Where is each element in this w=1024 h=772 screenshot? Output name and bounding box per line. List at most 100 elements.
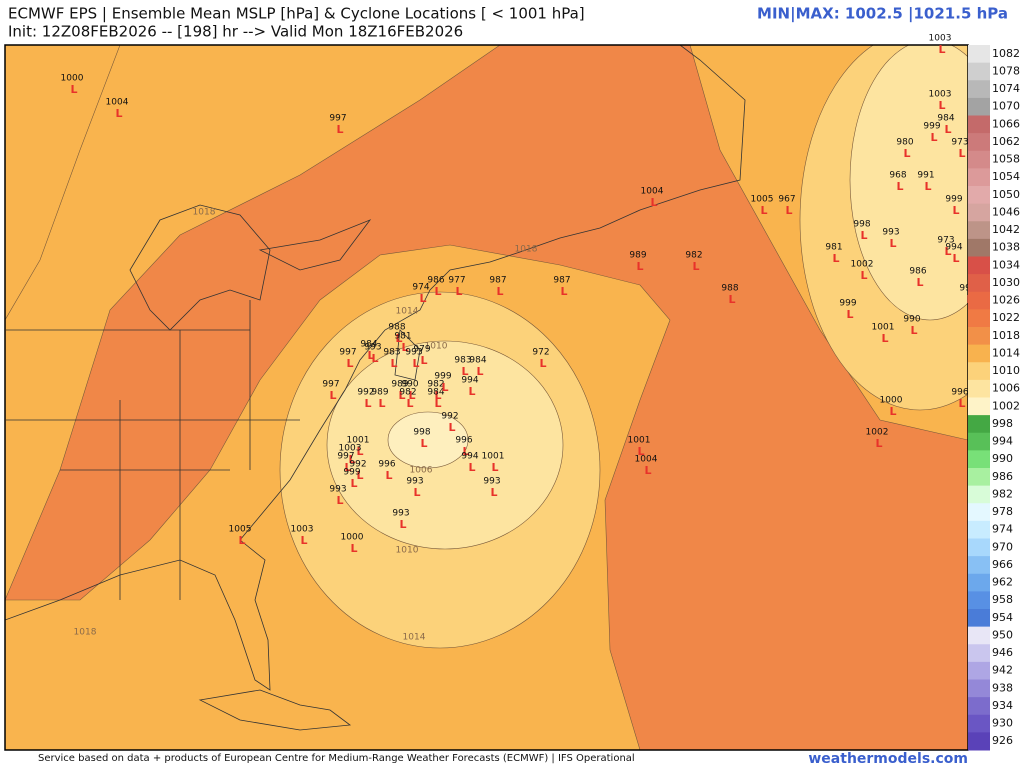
cyclone-label: 1002 — [866, 428, 889, 438]
cyclone-symbol: L — [889, 237, 896, 250]
colorbar-cell — [968, 644, 990, 663]
colorbar-cell — [968, 697, 990, 716]
colorbar-label: 1050 — [992, 188, 1020, 201]
colorbar-label: 1034 — [992, 258, 1020, 271]
colorbar-label: 1046 — [992, 205, 1020, 218]
cyclone-symbol: L — [420, 354, 427, 367]
colorbar-label: 1014 — [992, 346, 1020, 359]
cyclone-symbol: L — [356, 445, 363, 458]
cyclone-label: 988 — [388, 323, 405, 333]
colorbar-label: 998 — [992, 417, 1013, 430]
cyclone-symbol: L — [560, 285, 567, 298]
cyclone-symbol: L — [395, 332, 402, 345]
cyclone-symbol: L — [916, 276, 923, 289]
cyclone-symbol: L — [860, 269, 867, 282]
cyclone-label: 992 — [357, 388, 374, 398]
cyclone-label: 994 — [461, 452, 478, 462]
colorbar-cell — [968, 62, 990, 81]
cyclone-label: 993 — [405, 348, 422, 358]
cyclone-label: 998 — [413, 428, 430, 438]
cyclone-label: 967 — [778, 195, 795, 205]
pressure-zone — [387, 411, 469, 469]
isobar-label: 1010 — [396, 546, 419, 556]
colorbar-label: 1074 — [992, 82, 1020, 95]
isobar-label: 1006 — [410, 466, 433, 476]
cyclone-symbol: L — [785, 204, 792, 217]
colorbar-cell — [968, 97, 990, 116]
cyclone-label: 984 — [469, 356, 486, 366]
cyclone-label: 968 — [889, 171, 906, 181]
cyclone-label: 996 — [455, 436, 472, 446]
cyclone-symbol: L — [938, 43, 945, 56]
colorbar-cell — [968, 450, 990, 469]
cyclone-symbol: L — [70, 83, 77, 96]
colorbar-label: 970 — [992, 540, 1013, 553]
cyclone-symbol: L — [441, 381, 448, 394]
cyclone-label: 999 — [839, 299, 856, 309]
colorbar-label: 1038 — [992, 241, 1020, 254]
cyclone-label: 1003 — [291, 525, 314, 535]
cyclone-symbol: L — [539, 357, 546, 370]
colorbar-cell — [968, 626, 990, 645]
isobar-label: 1018 — [74, 628, 97, 638]
cyclone-symbol: L — [476, 365, 483, 378]
cyclone-symbol: L — [860, 229, 867, 242]
cyclone-label: 972 — [532, 348, 549, 358]
colorbar-label: 1006 — [992, 382, 1020, 395]
colorbar-label: 1018 — [992, 329, 1020, 342]
cyclone-label: 983 — [383, 348, 400, 358]
cyclone-symbol: L — [692, 260, 699, 273]
cyclone-label: 1000 — [341, 533, 364, 543]
isobar-label: 1018 — [193, 208, 216, 218]
cyclone-symbol: L — [378, 397, 385, 410]
cyclone-symbol: L — [650, 196, 657, 209]
colorbar-label: 1042 — [992, 223, 1020, 236]
colorbar-cell — [968, 591, 990, 610]
colorbar-cell — [968, 432, 990, 451]
colorbar-label: 986 — [992, 470, 1013, 483]
cyclone-symbol: L — [364, 397, 371, 410]
colorbar-label: 1078 — [992, 64, 1020, 77]
colorbar-cell — [968, 468, 990, 487]
cyclone-label: 1005 — [229, 525, 252, 535]
colorbar-label: 958 — [992, 593, 1013, 606]
colorbar-label: 1026 — [992, 294, 1020, 307]
cyclone-label: 997 — [337, 452, 354, 462]
cyclone-symbol: L — [881, 332, 888, 345]
cyclone-label: 990 — [401, 380, 418, 390]
cyclone-label: 983 — [454, 356, 471, 366]
cyclone-symbol: L — [846, 308, 853, 321]
cyclone-label: 982 — [427, 380, 444, 390]
cyclone-label: 997 — [339, 348, 356, 358]
colorbar-label: 994 — [992, 435, 1013, 448]
colorbar-cell — [968, 221, 990, 240]
cyclone-symbol: L — [448, 421, 455, 434]
colorbar-cell — [968, 679, 990, 698]
cyclone-label: 991 — [917, 171, 934, 181]
colorbar-cell — [968, 327, 990, 346]
cyclone-symbol: L — [344, 461, 351, 474]
cyclone-label: 1003 — [339, 444, 362, 454]
colorbar-cell — [968, 203, 990, 222]
cyclone-label: 984 — [427, 388, 444, 398]
cyclone-symbol: L — [491, 461, 498, 474]
cyclone-symbol: L — [468, 385, 475, 398]
cyclone-label: 1001 — [628, 436, 651, 446]
colorbar-cell — [968, 186, 990, 205]
cyclone-symbol: L — [336, 123, 343, 136]
colorbar-cell — [968, 238, 990, 257]
isobar-label: 1014 — [396, 307, 419, 317]
colorbar-label: 930 — [992, 717, 1013, 730]
colorbar-label: 982 — [992, 487, 1013, 500]
colorbar-label: 954 — [992, 611, 1013, 624]
colorbar-label: 946 — [992, 646, 1013, 659]
cyclone-symbol: L — [434, 397, 441, 410]
cyclone-label: 986 — [909, 267, 926, 277]
cyclone-label: 984 — [360, 340, 377, 350]
colorbar-cell — [968, 80, 990, 99]
cyclone-symbol: L — [420, 437, 427, 450]
cyclone-symbol: L — [903, 147, 910, 160]
cyclone-label: 982 — [399, 388, 416, 398]
cyclone-symbol: L — [348, 453, 355, 466]
